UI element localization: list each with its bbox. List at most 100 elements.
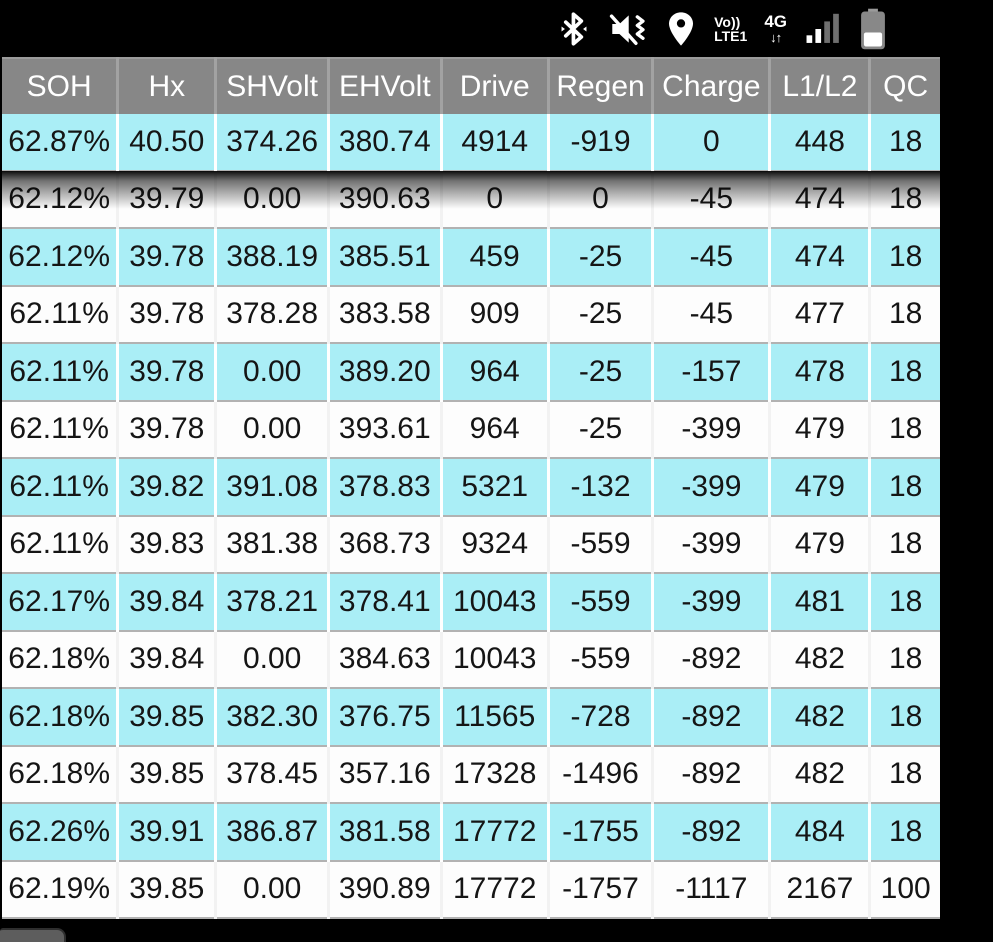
table-cell: 18 — [868, 630, 940, 689]
table-cell: -399 — [651, 515, 770, 574]
table-cell: 4914 — [439, 114, 549, 172]
table-cell: 9324 — [439, 515, 549, 574]
table-cell: -1117 — [651, 860, 770, 919]
table-row[interactable]: 62.11% 39.78 378.28 383.58 909 -25 -45 477 18 — [2, 285, 940, 344]
table-cell: 0.00 — [214, 400, 329, 459]
volte-label-bottom: LTE1 — [714, 27, 748, 44]
table-cell: -25 — [546, 285, 653, 344]
column-header-shvolt: SHVolt — [214, 57, 329, 114]
table-cell: 18 — [868, 688, 940, 747]
table-cell: 0.00 — [214, 343, 329, 402]
scroll-handle[interactable] — [0, 928, 66, 942]
table-row[interactable]: 62.18% 39.84 0.00 384.63 10043 -559 -892 482 18 — [2, 630, 940, 689]
table-row[interactable]: 62.87% 40.50 374.26 380.74 4914 -919 0 448 18 — [2, 114, 940, 172]
table-row[interactable]: 62.11% 39.78 0.00 393.61 964 -25 -399 479 18 — [2, 400, 940, 459]
bottom-bar — [0, 919, 993, 942]
table-header: SOH Hx SHVolt EHVolt Drive Regen Charge L1/L2 QC — [2, 57, 940, 114]
table-cell: 484 — [768, 803, 870, 862]
table-cell: 18 — [868, 343, 940, 402]
network-activity-arrows: ↓↑ — [770, 30, 782, 45]
table-cell: 18 — [868, 170, 940, 229]
column-header-charge: Charge — [651, 57, 770, 114]
table-cell: 62.12% — [2, 170, 118, 229]
table-row[interactable]: 62.11% 39.82 391.08 378.83 5321 -132 -399 479 18 — [2, 458, 940, 517]
table-row[interactable]: 62.19% 39.85 0.00 390.89 17772 -1757 -1117 2167… — [2, 860, 940, 919]
table-cell: 18 — [868, 114, 940, 172]
table-cell: 62.18% — [2, 630, 118, 689]
table-cell: 384.63 — [326, 630, 442, 689]
table-cell: 62.26% — [2, 803, 118, 862]
table-cell: 368.73 — [326, 515, 442, 574]
table-cell: 18 — [868, 400, 940, 459]
table-cell: 39.85 — [116, 860, 216, 919]
table-cell: 18 — [868, 285, 940, 344]
table-cell: 378.28 — [214, 285, 329, 344]
table-cell: 2167 — [768, 860, 870, 919]
table-cell: 39.78 — [116, 400, 216, 459]
table-cell: 386.87 — [214, 803, 329, 862]
table-cell: -892 — [651, 630, 770, 689]
column-header-ehvolt: EHVolt — [326, 57, 442, 114]
column-header-qc: QC — [868, 57, 940, 114]
table-cell: 964 — [439, 400, 549, 459]
table-cell: 100 — [868, 860, 940, 919]
column-header-regen: Regen — [546, 57, 653, 114]
table-cell: 482 — [768, 745, 870, 804]
table-cell: 388.19 — [214, 228, 329, 287]
table-row[interactable]: 62.12% 39.79 0.00 390.63 0 0 -45 474 18 — [2, 170, 940, 229]
table-cell: 18 — [868, 458, 940, 517]
table-cell: 39.83 — [116, 515, 216, 574]
table-cell: 478 — [768, 343, 870, 402]
table-cell: 378.21 — [214, 573, 329, 632]
table-cell: 62.17% — [2, 573, 118, 632]
table-cell: 391.08 — [214, 458, 329, 517]
table-cell: 376.75 — [326, 688, 442, 747]
table-cell: 389.20 — [326, 343, 442, 402]
table-cell: 380.74 — [326, 114, 442, 172]
table-cell: -1755 — [546, 803, 653, 862]
table-cell: -157 — [651, 343, 770, 402]
column-header-soh: SOH — [2, 57, 118, 114]
table-cell: 0.00 — [214, 630, 329, 689]
table-row[interactable]: 62.26% 39.91 386.87 381.58 17772 -1755 -892 484… — [2, 803, 940, 862]
table-cell: 474 — [768, 170, 870, 229]
table-cell: -25 — [546, 400, 653, 459]
table-cell: -559 — [546, 515, 653, 574]
table-cell: 482 — [768, 630, 870, 689]
table-cell: -399 — [651, 458, 770, 517]
table-cell: 18 — [868, 515, 940, 574]
table-row[interactable]: 62.11% 39.83 381.38 368.73 9324 -559 -399 479 18 — [2, 515, 940, 574]
table-row[interactable]: 62.11% 39.78 0.00 389.20 964 -25 -157 478 18 — [2, 343, 940, 402]
table-cell: 374.26 — [214, 114, 329, 172]
table-cell: 393.61 — [326, 400, 442, 459]
table-cell: 381.58 — [326, 803, 442, 862]
bluetooth-icon — [561, 11, 587, 46]
table-cell: 0 — [439, 170, 549, 229]
table-cell: -919 — [546, 114, 653, 172]
table-cell: 479 — [768, 458, 870, 517]
table-row[interactable]: 62.12% 39.78 388.19 385.51 459 -25 -45 474 18 — [2, 228, 940, 287]
table-cell: 39.79 — [116, 170, 216, 229]
table-cell: 964 — [439, 343, 549, 402]
table-cell: 39.78 — [116, 285, 216, 344]
table-cell: 909 — [439, 285, 549, 344]
table-row[interactable]: 62.18% 39.85 382.30 376.75 11565 -728 -892 482 1… — [2, 688, 940, 747]
table-cell: -892 — [651, 745, 770, 804]
table-cell: 390.63 — [326, 170, 442, 229]
battery-icon — [861, 8, 885, 49]
table-row[interactable]: 62.17% 39.84 378.21 378.41 10043 -559 -399 481 1… — [2, 573, 940, 632]
table-cell: 62.11% — [2, 400, 118, 459]
table-cell: 378.41 — [326, 573, 442, 632]
table-cell: 378.83 — [326, 458, 442, 517]
table-cell: -399 — [651, 573, 770, 632]
table-cell: 39.84 — [116, 573, 216, 632]
table-cell: 479 — [768, 515, 870, 574]
table-cell: -892 — [651, 688, 770, 747]
table-cell: -892 — [651, 803, 770, 862]
column-header-drive: Drive — [439, 57, 549, 114]
table-row[interactable]: 62.18% 39.85 378.45 357.16 17328 -1496 -892 482… — [2, 745, 940, 804]
table-cell: -399 — [651, 400, 770, 459]
table-cell: -1757 — [546, 860, 653, 919]
table-cell: 62.11% — [2, 285, 118, 344]
table-cell: 62.12% — [2, 228, 118, 287]
